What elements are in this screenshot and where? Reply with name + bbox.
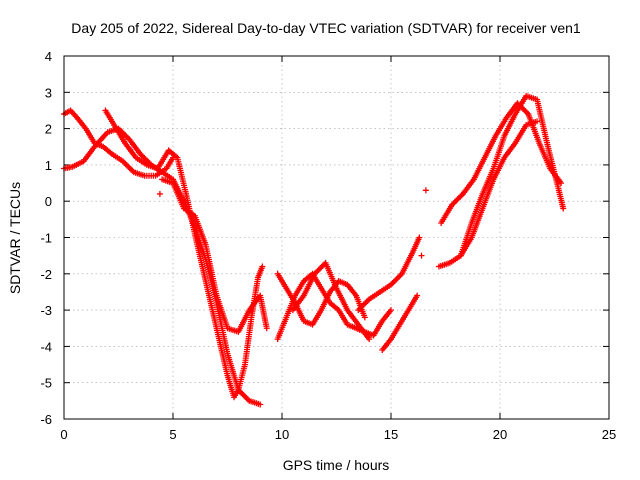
point-track-k	[534, 118, 541, 125]
y-tick-label: 3	[45, 85, 52, 100]
x-tick-label: 15	[384, 427, 398, 442]
y-tick-label: 2	[45, 122, 52, 137]
data-points	[61, 92, 567, 408]
axes: 0 5 10 15 20 25 -6 -5 -4 -3 -2 -1 0 1 2 3 4	[40, 49, 616, 442]
y-tick-label: -5	[40, 376, 52, 391]
grid	[64, 56, 609, 419]
point-track-e	[388, 307, 394, 314]
y-tick-label: -6	[40, 412, 52, 427]
x-tick-label: 5	[169, 427, 176, 442]
point-outliers	[156, 190, 163, 197]
point-track-b	[257, 401, 264, 408]
y-tick-label: -4	[40, 339, 52, 354]
y-tick-label: -3	[40, 303, 52, 318]
point-track-i	[414, 292, 421, 299]
point-outliers	[418, 252, 425, 259]
point-track-j	[558, 180, 565, 187]
x-axis-label: GPS time / hours	[283, 457, 390, 473]
point-track-h	[416, 234, 423, 241]
point-outliers	[422, 187, 429, 194]
y-tick-label: 4	[45, 49, 52, 64]
y-tick-label: -2	[40, 267, 52, 282]
y-tick-label: 1	[45, 158, 52, 173]
point-track-g	[366, 336, 373, 343]
chart-title: Day 205 of 2022, Sidereal Day-to-day VTE…	[71, 20, 581, 36]
point-track-d	[263, 325, 270, 332]
y-tick-label: -1	[40, 231, 52, 246]
point-track-c	[259, 263, 266, 270]
x-tick-label: 0	[60, 427, 67, 442]
x-tick-label: 25	[602, 427, 616, 442]
x-tick-label: 10	[275, 427, 289, 442]
y-tick-label: 0	[45, 194, 52, 209]
y-axis-label: SDTVAR / TECUs	[7, 182, 23, 294]
point-track-f	[361, 314, 368, 321]
x-tick-label: 20	[493, 427, 507, 442]
point-track-l	[560, 205, 567, 212]
plot-frame	[63, 55, 610, 420]
